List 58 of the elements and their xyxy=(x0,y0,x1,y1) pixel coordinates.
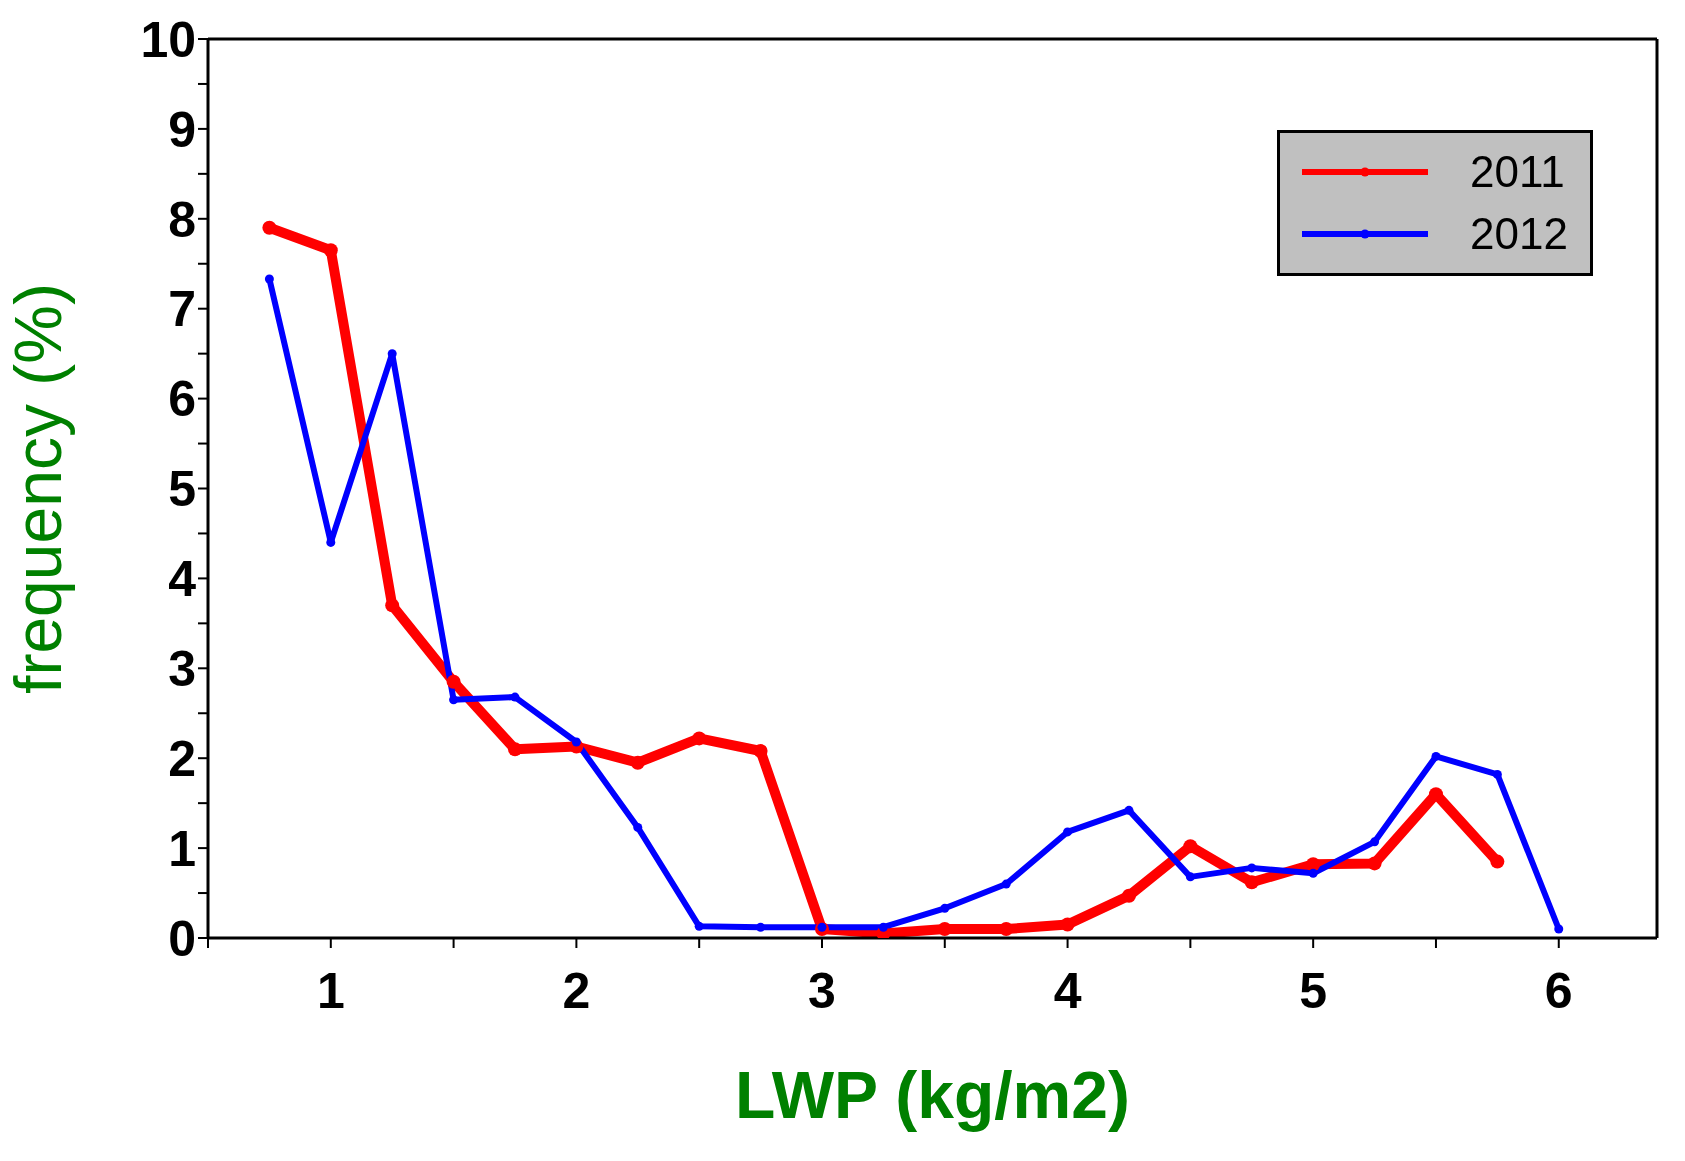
point xyxy=(571,737,581,747)
x-tick-label: 5 xyxy=(1299,962,1328,1019)
point xyxy=(264,274,274,284)
point xyxy=(756,922,766,932)
point xyxy=(510,692,520,702)
point xyxy=(1308,868,1318,878)
point xyxy=(1183,839,1198,854)
point xyxy=(940,903,950,913)
point xyxy=(630,755,645,770)
y-axis-title: frequency (%) xyxy=(1,283,76,694)
point xyxy=(1492,769,1502,779)
y-tick-label: 0 xyxy=(168,910,196,967)
point xyxy=(1001,879,1011,889)
point xyxy=(446,674,461,689)
point xyxy=(1185,872,1195,882)
point xyxy=(878,922,888,932)
point xyxy=(1490,854,1505,869)
point xyxy=(633,822,643,832)
x-tick-label: 2 xyxy=(562,962,591,1019)
y-tick-label: 4 xyxy=(168,551,197,608)
point xyxy=(323,243,338,258)
y-tick-label: 6 xyxy=(168,371,196,428)
x-tick-label: 3 xyxy=(808,962,836,1019)
point xyxy=(1247,863,1257,873)
point xyxy=(1431,751,1441,761)
y-tick-label: 8 xyxy=(168,191,196,248)
x-axis-title: LWP (kg/m2) xyxy=(735,1058,1130,1132)
y-tick-label: 5 xyxy=(168,461,196,518)
point xyxy=(1367,856,1382,871)
point xyxy=(937,922,952,937)
x-tick-label: 6 xyxy=(1544,962,1573,1019)
point xyxy=(753,744,768,759)
point xyxy=(385,598,400,613)
point xyxy=(999,922,1014,937)
legend-label: 2012 xyxy=(1470,208,1568,260)
point xyxy=(1124,805,1134,815)
point xyxy=(1306,857,1321,872)
point xyxy=(1370,837,1380,847)
legend-label: 2011 xyxy=(1470,146,1565,198)
point xyxy=(1244,875,1259,890)
point xyxy=(507,742,522,757)
point xyxy=(262,220,277,235)
y-tick-label: 9 xyxy=(168,101,196,158)
y-tick-label: 3 xyxy=(168,641,196,698)
point xyxy=(692,731,707,746)
point xyxy=(1121,888,1136,903)
point xyxy=(1554,924,1564,934)
y-tick-label: 2 xyxy=(168,730,196,787)
y-tick-label: 1 xyxy=(168,820,196,877)
point xyxy=(817,922,827,932)
y-tick-label: 10 xyxy=(140,11,196,68)
x-tick-label: 4 xyxy=(1053,962,1082,1019)
point xyxy=(1063,827,1073,837)
x-tick-label: 1 xyxy=(316,962,345,1019)
point xyxy=(694,921,704,931)
point xyxy=(449,695,459,705)
point xyxy=(1060,917,1075,932)
y-tick-label: 7 xyxy=(168,281,196,338)
